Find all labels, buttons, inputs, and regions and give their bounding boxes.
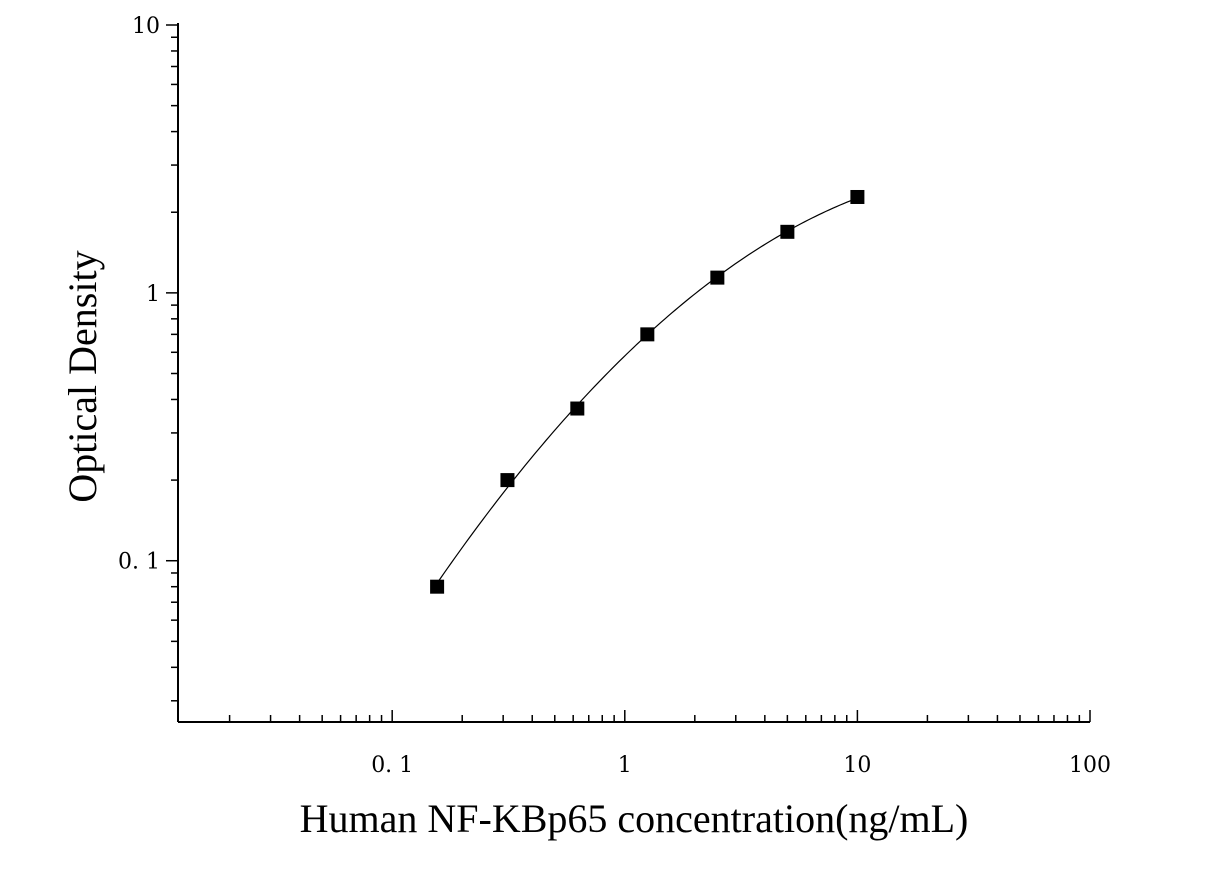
axes [177, 23, 1090, 723]
y-axis-tick-labels: 0. 1 1 10 [118, 14, 160, 575]
data-point-marker [640, 327, 655, 342]
data-point-marker [850, 189, 865, 204]
y-tick-label: 0. 1 [118, 550, 160, 575]
y-tick-label: 10 [132, 14, 160, 39]
y-tick-label: 1 [146, 282, 160, 307]
x-axis-title: Human NF-KBp65 concentration(ng/mL) [300, 796, 969, 841]
x-axis-tick-labels: 0. 1 1 10 100 [371, 753, 1111, 778]
data-point-marker [500, 473, 515, 488]
fit-curve [436, 197, 858, 584]
y-axis-ticks [166, 24, 178, 702]
x-tick-label: 0. 1 [371, 753, 413, 778]
data-point-marker [430, 579, 445, 594]
data-point-marker [780, 224, 795, 239]
x-tick-label: 100 [1069, 753, 1111, 778]
x-axis-ticks [228, 710, 1091, 722]
x-tick-label: 1 [618, 753, 632, 778]
data-point-marker [710, 270, 725, 285]
data-points [430, 189, 865, 594]
data-point-marker [570, 401, 585, 416]
x-tick-label: 10 [843, 753, 871, 778]
y-axis-title: Optical Density [60, 250, 105, 502]
